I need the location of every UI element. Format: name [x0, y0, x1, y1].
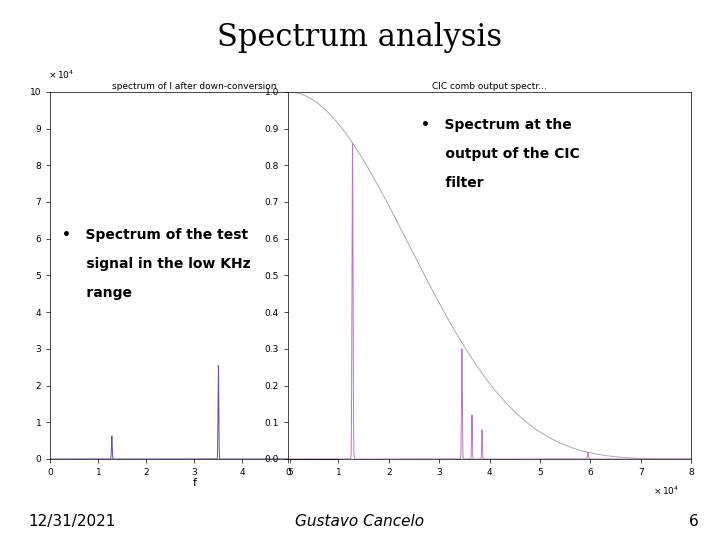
Text: Gustavo Cancelo: Gustavo Cancelo	[295, 514, 425, 529]
Text: range: range	[62, 286, 132, 300]
Text: $\times\,10^4$: $\times\,10^4$	[48, 69, 73, 81]
X-axis label: f: f	[192, 478, 197, 488]
Text: 12/31/2021: 12/31/2021	[29, 514, 116, 529]
Text: filter: filter	[421, 176, 484, 190]
Text: 6: 6	[688, 514, 698, 529]
Title: spectrum of I after down-conversion: spectrum of I after down-conversion	[112, 82, 276, 91]
Text: •   Spectrum at the: • Spectrum at the	[421, 118, 572, 132]
Title: CIC comb output spectr...: CIC comb output spectr...	[432, 82, 547, 91]
Text: Spectrum analysis: Spectrum analysis	[217, 22, 503, 52]
Text: signal in the low KHz: signal in the low KHz	[62, 257, 251, 271]
Text: output of the CIC: output of the CIC	[421, 147, 580, 161]
Text: •   Spectrum of the test: • Spectrum of the test	[62, 228, 248, 242]
Text: $\times\,10^4$: $\times\,10^4$	[653, 485, 679, 497]
